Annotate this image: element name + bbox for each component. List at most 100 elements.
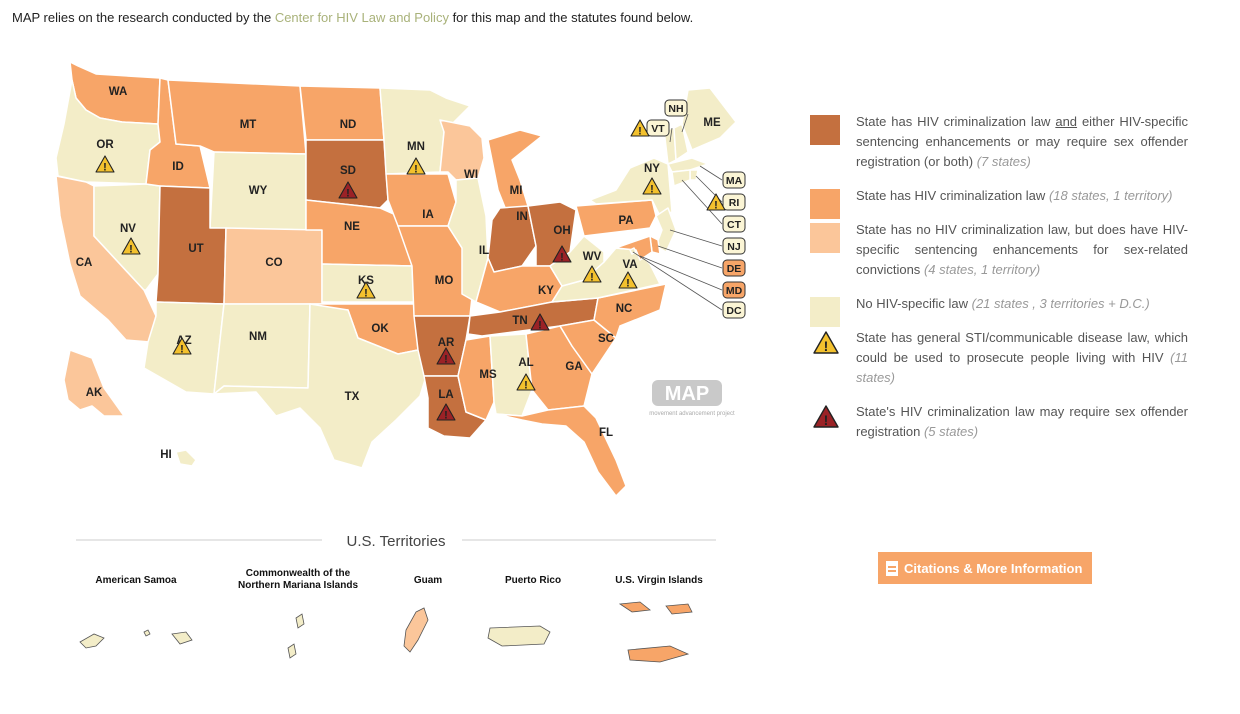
citations-button[interactable]: Citations & More Information	[878, 552, 1093, 584]
state-sd[interactable]	[305, 139, 389, 209]
state-hi[interactable]	[175, 449, 197, 467]
legend-text-cont: either HIV-specific sentencing enhanceme…	[856, 114, 1188, 169]
logo-mark: MAP	[665, 383, 709, 405]
state-ak[interactable]	[63, 349, 125, 417]
state-mt[interactable]	[167, 79, 307, 155]
legend-text: No HIV-specific law	[856, 296, 968, 311]
legend-swatch-law-plus	[810, 115, 840, 145]
state-dc[interactable]	[629, 247, 637, 255]
legend-text: State has HIV criminalization law	[856, 114, 1056, 129]
intro-after: for this map and the statutes found belo…	[448, 10, 694, 25]
territory-puerto-rico[interactable]	[487, 625, 551, 647]
territory-u-s-virgin-islands[interactable]	[627, 645, 690, 663]
state-label-box-ct[interactable]: CT	[722, 215, 746, 233]
legend-item-enhancement: State has no HIV criminalization law, bu…	[810, 220, 1188, 280]
state-nm[interactable]	[213, 303, 311, 395]
state-sc[interactable]	[559, 319, 617, 375]
warning-icon-ny-mark: !	[650, 184, 654, 196]
territory-commonwealth-of-the-northern-mariana-islands[interactable]	[295, 613, 305, 629]
state-label-box-nh[interactable]: NH	[664, 99, 688, 117]
leader-line-de	[657, 245, 723, 269]
warning-icon-or	[95, 155, 115, 173]
territory-u-s-virgin-islands[interactable]	[618, 601, 652, 613]
state-ny[interactable]	[589, 157, 673, 217]
warning-icon-or-mark: !	[103, 162, 107, 174]
state-label-nd: ND	[340, 119, 357, 131]
warning-icon-ri-mark: !	[714, 200, 718, 212]
svg-text:VT: VT	[651, 123, 665, 135]
warning-icon-ks	[356, 281, 376, 299]
territory-american-samoa[interactable]	[171, 631, 193, 645]
territory-guam[interactable]	[403, 607, 429, 653]
territory-u-s-virgin-islands[interactable]	[665, 603, 693, 615]
state-fl[interactable]	[495, 405, 627, 497]
state-label-ca: CA	[76, 257, 93, 269]
state-label-in: IN	[516, 211, 528, 223]
svg-text:MA: MA	[726, 175, 743, 187]
state-tx[interactable]	[213, 303, 429, 469]
leader-line-vt	[669, 127, 673, 143]
legend-swatch-enhancement	[810, 223, 840, 253]
warning-icon-al	[516, 373, 536, 391]
leader-line-ma	[699, 165, 723, 181]
state-label-box-md[interactable]: MD	[722, 281, 746, 299]
state-label-box-dc[interactable]: DC	[722, 301, 746, 319]
state-mi[interactable]	[487, 129, 543, 211]
legend-swatch-none	[810, 297, 840, 327]
state-ma[interactable]	[667, 157, 709, 173]
state-label-box-vt[interactable]: VT	[646, 119, 670, 137]
state-md[interactable]	[603, 235, 653, 261]
state-label-tn: TN	[512, 315, 527, 327]
state-il[interactable]	[447, 177, 489, 303]
state-label-oh: OH	[553, 225, 570, 237]
state-nd[interactable]	[299, 85, 385, 141]
leader-line-nj	[669, 229, 723, 247]
state-label-ok: OK	[371, 323, 389, 335]
legend-count: (21 states , 3 territories + D.C.)	[971, 296, 1150, 311]
state-in[interactable]	[487, 205, 537, 273]
registration-icon-tn	[530, 313, 550, 331]
territory-name-american-samoa: American Samoa	[95, 575, 177, 586]
territory-name-u-s-virgin-islands: U.S. Virgin Islands	[615, 575, 703, 586]
state-label-ga: GA	[565, 361, 582, 373]
state-label-wy: WY	[249, 185, 268, 197]
state-ia[interactable]	[385, 173, 457, 227]
intro-text: MAP relies on the research conducted by …	[12, 10, 693, 25]
state-ct[interactable]	[671, 169, 691, 187]
territory-name-guam: Guam	[414, 575, 442, 586]
warning-icon-va-mark: !	[626, 278, 630, 290]
svg-text:!: !	[824, 338, 829, 354]
territory-american-samoa[interactable]	[143, 629, 151, 637]
state-pa[interactable]	[575, 199, 657, 237]
state-label-va: VA	[622, 259, 637, 271]
state-me[interactable]	[681, 87, 737, 151]
state-label-ks: KS	[358, 275, 374, 287]
state-label-hi: HI	[160, 449, 172, 461]
state-label-ky: KY	[538, 285, 554, 297]
territory-american-samoa[interactable]	[79, 633, 105, 649]
legend-text: State has general STI/communicable disea…	[856, 330, 1188, 365]
legend-item-law: State has HIV criminalization law (18 st…	[810, 186, 1188, 219]
legend-item-registration: ! State's HIV criminalization law may req…	[810, 402, 1188, 442]
state-label-box-nj[interactable]: NJ	[722, 237, 746, 255]
state-nj[interactable]	[655, 207, 677, 253]
state-label-box-ma[interactable]: MA	[722, 171, 746, 189]
legend-count: (18 states, 1 territory)	[1048, 188, 1173, 203]
svg-text:NH: NH	[668, 103, 683, 115]
state-label-ak: AK	[86, 387, 103, 399]
state-label-ia: IA	[422, 209, 434, 221]
state-label-il: IL	[479, 245, 489, 257]
warning-icon-ny	[642, 177, 662, 195]
state-nh[interactable]	[673, 123, 689, 161]
document-icon	[886, 560, 898, 576]
state-label-box-de[interactable]: DE	[722, 259, 746, 277]
legend-count: (11 states)	[856, 350, 1188, 385]
warning-icon-va	[618, 271, 638, 289]
warning-icon-nv-mark: !	[129, 244, 133, 256]
state-label-box-ri[interactable]: RI	[722, 193, 746, 211]
source-link[interactable]: Center for HIV Law and Policy	[274, 10, 449, 25]
state-ri[interactable]	[689, 169, 699, 181]
registration-icon-oh	[552, 245, 572, 263]
territory-commonwealth-of-the-northern-mariana-islands[interactable]	[287, 643, 297, 659]
territories-section: U.S. Territories American Samoa Commonwea…	[76, 533, 716, 663]
